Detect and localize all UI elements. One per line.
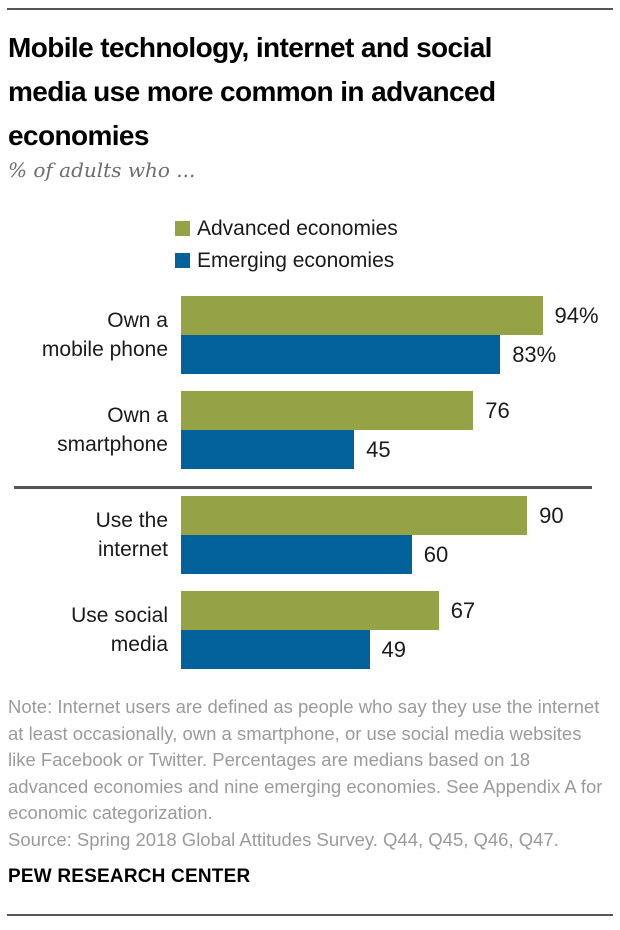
bar-row-advanced-economies: 94% [181,296,620,335]
legend-item-label: Advanced economies [197,216,398,240]
chart-group-own-a-smartphone: Own a smartphone 76 45 [0,391,620,469]
bar-emerging-economies [181,535,412,574]
category-label: Own a smartphone [57,404,168,456]
legend-swatch-icon [175,253,190,268]
bar-row-advanced-economies: 67 [181,591,620,630]
bar-row-advanced-economies: 90 [181,496,620,535]
bar-pair: 67 49 [181,591,620,669]
category-label: Use social media [71,604,168,656]
bar-row-advanced-economies: 76 [181,391,620,430]
chart-group-use-social-media: Use social media 67 49 [0,591,620,669]
chart-title-line-2: media use more common in advanced [8,76,496,107]
legend-swatch-icon [175,221,190,236]
chart-group-own-a-mobile-phone: Own a mobile phone 94% 83% [0,296,620,374]
bar-advanced-economies [181,391,474,430]
bar-row-emerging-economies: 60 [181,535,620,574]
bar-pair: 76 45 [181,391,620,469]
legend-item-advanced-economies: Advanced economies [175,216,398,241]
legend-item-label: Emerging economies [197,248,395,272]
top-rule [7,8,613,10]
value-label: 83% [512,341,557,367]
value-label: 60 [423,541,449,567]
bottom-rule [7,914,613,916]
brand-wordmark: PEW RESEARCH CENTER [8,866,251,887]
chart-title-line-3: economies [8,120,149,151]
value-label: 45 [366,436,391,462]
bar-row-emerging-economies: 83% [181,335,620,374]
value-label: 49 [381,636,406,662]
bar-chart: Own a mobile phone 94% 83% Own a smartphone… [0,296,620,686]
value-label: 67 [450,597,476,623]
legend-item-emerging-economies: Emerging economies [175,248,398,273]
bar-row-emerging-economies: 45 [181,430,620,469]
bar-emerging-economies [181,430,355,469]
bar-row-emerging-economies: 49 [181,630,620,669]
value-label: 94% [554,302,599,328]
bar-advanced-economies [181,296,543,335]
chart-group-use-the-internet: Use the internet 90 60 [0,496,620,574]
footnotes: Note: Internet users are defined as peop… [8,694,612,853]
bar-advanced-economies [181,496,528,535]
bar-pair: 90 60 [181,496,620,574]
section-divider [14,486,592,489]
category-label: Use the internet [95,509,168,561]
chart-subtitle: % of adults who ... [8,158,196,182]
chart-title: Mobile technology, internet and social m… [8,26,614,158]
value-label: 76 [485,397,510,423]
bar-emerging-economies [181,335,501,374]
legend: Advanced economies Emerging economies [175,216,398,280]
bar-emerging-economies [181,630,370,669]
value-label: 90 [539,502,564,528]
bar-pair: 94% 83% [181,296,620,374]
category-label: Own a mobile phone [41,309,168,361]
bar-advanced-economies [181,591,439,630]
note-text: Note: Internet users are defined as peop… [8,696,603,823]
source-text: Source: Spring 2018 Global Attitudes Sur… [8,828,559,850]
chart-title-line-1: Mobile technology, internet and social [8,32,492,63]
